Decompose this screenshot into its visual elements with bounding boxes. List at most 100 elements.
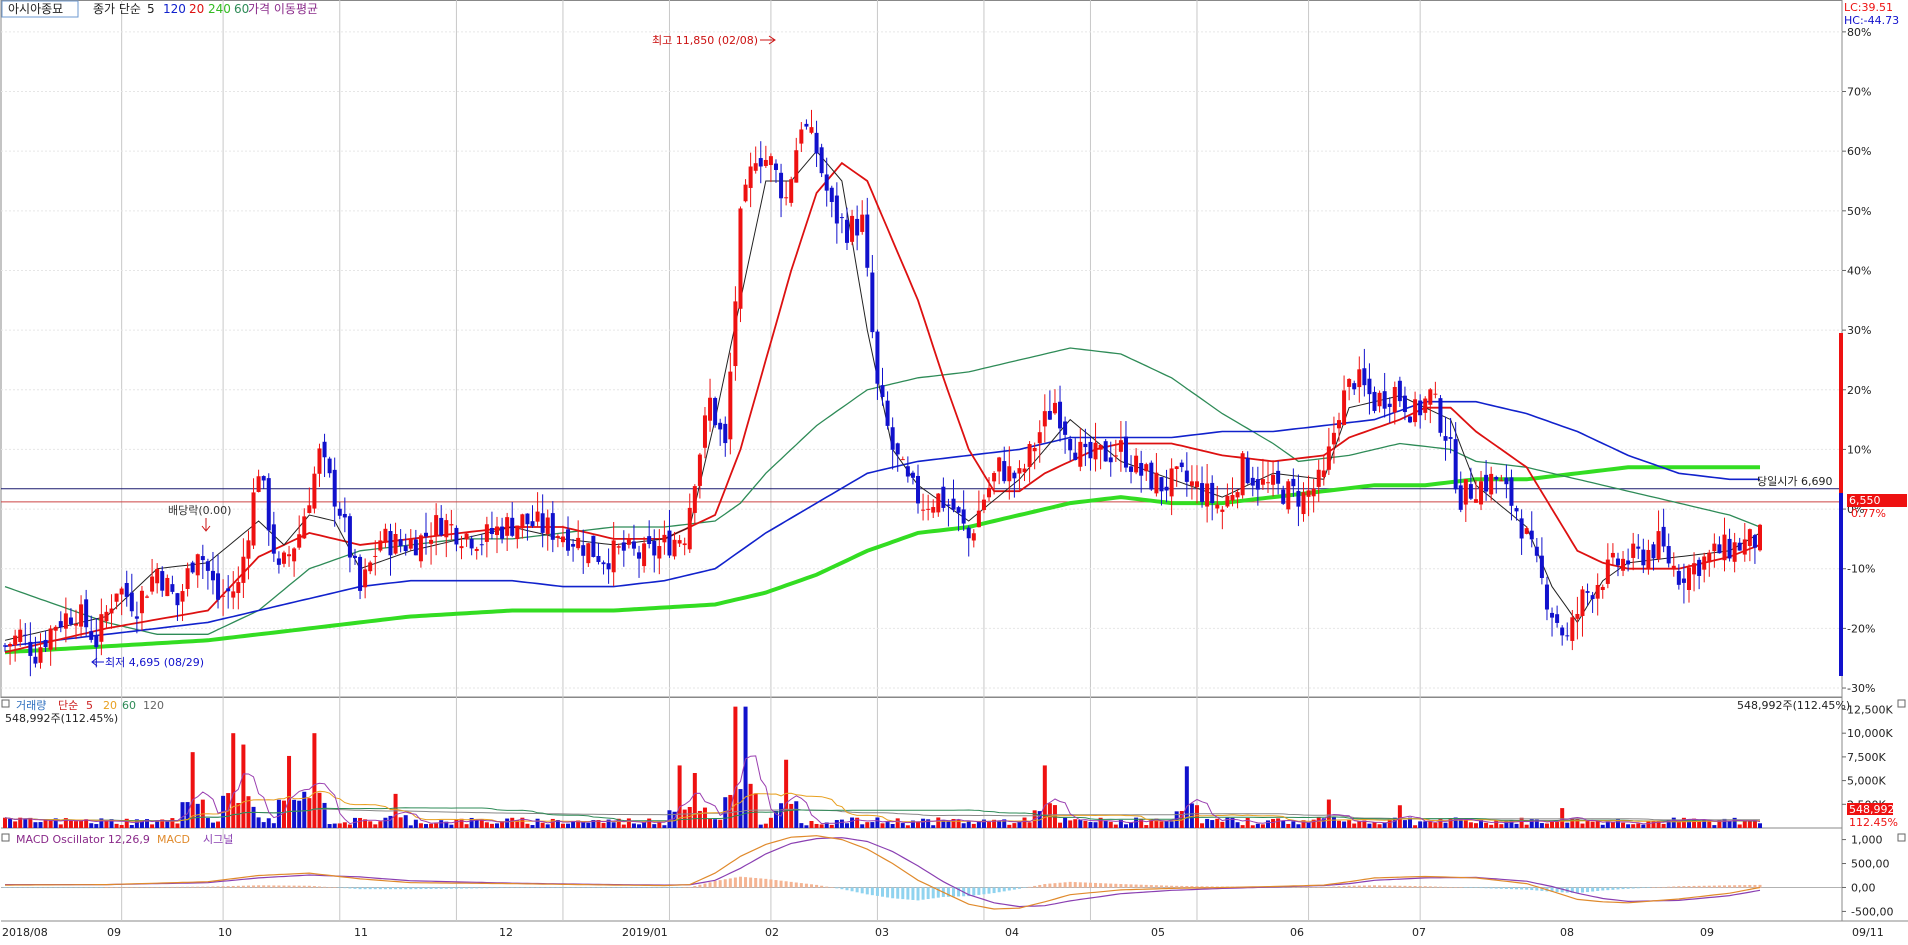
volume-bar: [834, 820, 839, 828]
macd-osc-bar: [825, 886, 829, 888]
macd-collapse-icon[interactable]: [1, 833, 10, 842]
candle-body: [109, 608, 114, 614]
volume-expand-icon[interactable]: [1897, 699, 1906, 708]
candle-body: [672, 539, 677, 557]
candle-body: [1539, 555, 1544, 578]
macd-label: MACD: [157, 833, 190, 846]
volume-bar: [332, 823, 337, 828]
stock-name-box[interactable]: [1, 0, 79, 18]
volume-bar: [1758, 823, 1762, 828]
volume-bar: [23, 818, 28, 828]
candle-body: [1321, 470, 1326, 477]
volume-bar: [1215, 818, 1220, 828]
volume-bar: [124, 818, 129, 828]
volume-bar: [1418, 821, 1423, 828]
macd-osc-bar: [1048, 883, 1052, 888]
volume-bar: [1027, 822, 1032, 828]
dividend-annotation: 배당락(0.00): [168, 504, 231, 517]
candle-body: [175, 593, 180, 606]
volume-bar: [1184, 766, 1189, 828]
volume-ma5-line: [4, 755, 1761, 825]
candle-body: [626, 538, 631, 545]
candle-body: [1408, 416, 1413, 423]
volume-tick-label: 12,500K: [1847, 703, 1893, 716]
macd-osc-bar: [1712, 885, 1716, 888]
candle-body: [1418, 400, 1423, 416]
macd-expand-icon[interactable]: [1897, 833, 1906, 842]
candle-body: [1230, 494, 1235, 501]
price-tick-label: 70%: [1847, 86, 1871, 99]
volume-bar: [160, 819, 165, 828]
candle-body: [652, 540, 657, 556]
candle-body: [1707, 552, 1712, 563]
dividend-arrow-icon: [201, 518, 211, 532]
candle-body: [870, 272, 875, 333]
macd-osc-bar: [1073, 882, 1077, 888]
volume-bar: [1392, 817, 1397, 828]
volume-bar: [53, 818, 58, 828]
candle-body: [687, 507, 692, 550]
volume-bar: [1428, 821, 1433, 828]
candle-body: [946, 504, 951, 506]
candle-body: [418, 535, 423, 562]
volume-box: [1847, 803, 1893, 815]
volume-bar: [1174, 811, 1179, 828]
macd-osc-bar: [292, 885, 296, 888]
candle-body: [708, 397, 713, 421]
macd-osc-bar: [1038, 884, 1042, 888]
volume-bar: [1271, 818, 1276, 828]
candle-body: [266, 478, 271, 531]
volume-bar: [114, 823, 119, 828]
candle-body: [1468, 484, 1473, 499]
volume-bar: [895, 818, 900, 828]
macd-osc-bar: [865, 887, 869, 895]
volume-bar: [256, 817, 261, 828]
candle-body: [581, 545, 586, 556]
macd-osc-bar: [44, 887, 48, 888]
macd-osc-bar: [967, 887, 971, 897]
change-percent: 0.77%: [1851, 507, 1886, 520]
candle-body: [1565, 635, 1570, 637]
volume-ma60-line: [4, 807, 1761, 822]
candle-body: [251, 492, 256, 546]
candle-body: [677, 540, 682, 544]
candle-body: [844, 219, 849, 243]
macd-osc-bar: [1119, 884, 1123, 888]
volume-bar: [758, 824, 763, 828]
volume-bar: [439, 820, 444, 828]
volume-bar: [236, 803, 241, 828]
volume-bar: [890, 824, 895, 828]
volume-bar: [413, 819, 418, 828]
candle-body: [53, 626, 58, 631]
macd-osc-bar: [297, 885, 301, 888]
volume-bar: [581, 822, 586, 828]
macd-osc-bar: [1058, 882, 1062, 888]
macd-osc-bar: [414, 887, 418, 890]
candle-body: [23, 634, 28, 636]
macd-tick-label: 1,000: [1851, 834, 1883, 847]
volume-collapse-icon[interactable]: [1, 699, 10, 708]
candle-body: [773, 163, 778, 170]
candle-body: [875, 331, 880, 384]
candle-body: [1098, 444, 1103, 450]
macd-osc-bar: [460, 887, 464, 889]
price-box-value: 6,550: [1849, 494, 1881, 507]
macd-osc-bar: [1636, 887, 1640, 889]
volume-bar: [495, 823, 500, 828]
macd-osc-bar: [79, 887, 83, 888]
volume-bar: [1326, 799, 1331, 828]
volume-bar: [1250, 825, 1255, 828]
macd-osc-bar: [145, 887, 149, 888]
volume-bar: [1159, 821, 1164, 828]
volume-bar: [1260, 824, 1265, 828]
volume-bar: [33, 822, 38, 828]
candle-body: [1615, 558, 1620, 566]
macd-osc-bar: [241, 885, 245, 888]
macd-osc-bar: [1459, 887, 1463, 888]
date-axis: 2018/08 09 10 11 12 2019/01 02 03 04 05 06 07 08 09 09…: [2, 926, 1884, 939]
volume-bar: [748, 783, 753, 828]
candle-body: [1255, 479, 1260, 490]
macd-osc-bar: [3, 887, 7, 888]
